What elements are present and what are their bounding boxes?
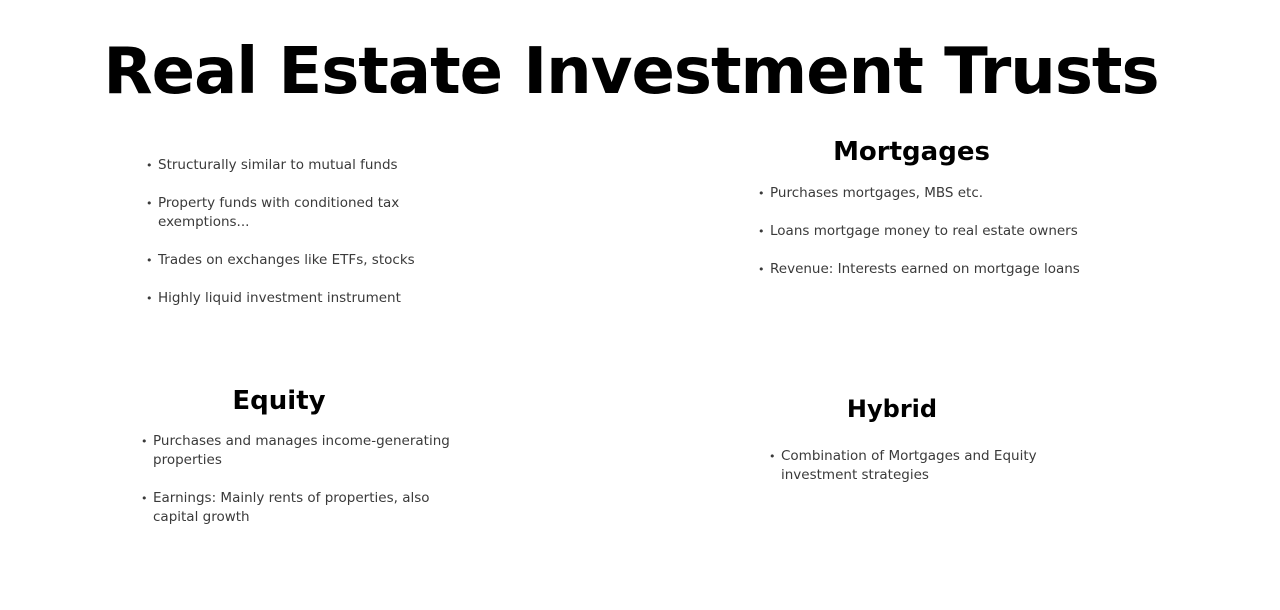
mortgages-heading: Mortgages [833, 137, 990, 167]
equity-bullet: Purchases and manages income-generating … [141, 432, 451, 470]
page-title: Real Estate Investment Trusts [103, 35, 1159, 109]
intro-bullet: Property funds with conditioned tax exem… [146, 194, 446, 232]
mortgages-section: Purchases mortgages, MBS etc. Loans mort… [758, 184, 1098, 298]
hybrid-bullet: Combination of Mortgages and Equity inve… [769, 447, 1059, 485]
hybrid-bullet-list: Combination of Mortgages and Equity inve… [769, 447, 1059, 485]
hybrid-section: Combination of Mortgages and Equity inve… [769, 447, 1059, 504]
hybrid-heading: Hybrid [846, 395, 938, 423]
equity-bullet-list: Purchases and manages income-generating … [141, 432, 451, 527]
mortgages-bullet-list: Purchases mortgages, MBS etc. Loans mort… [758, 184, 1098, 279]
intro-bullet: Highly liquid investment instrument [146, 289, 446, 308]
equity-bullet: Earnings: Mainly rents of properties, al… [141, 489, 451, 527]
intro-bullet-list: Structurally similar to mutual funds Pro… [146, 156, 446, 308]
mortgages-bullet: Revenue: Interests earned on mortgage lo… [758, 260, 1098, 279]
equity-section: Purchases and manages income-generating … [141, 432, 451, 546]
intro-bullet: Trades on exchanges like ETFs, stocks [146, 251, 446, 270]
equity-heading: Equity [232, 386, 326, 416]
intro-section: Structurally similar to mutual funds Pro… [146, 156, 446, 327]
mortgages-bullet: Loans mortgage money to real estate owne… [758, 222, 1098, 241]
mortgages-bullet: Purchases mortgages, MBS etc. [758, 184, 1098, 203]
intro-bullet: Structurally similar to mutual funds [146, 156, 446, 175]
